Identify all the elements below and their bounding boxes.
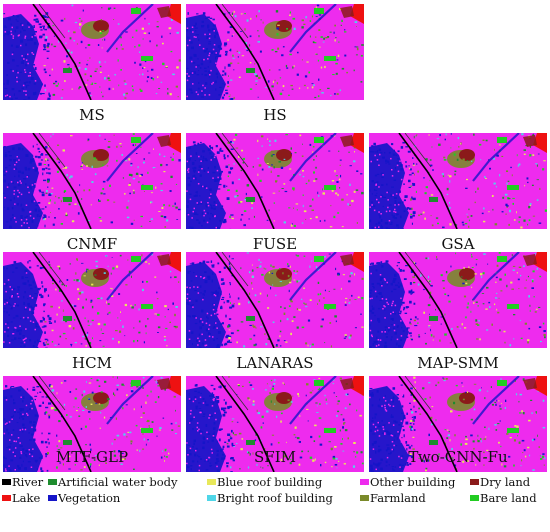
classification-map-sfim [186,376,364,472]
caption-lanaras: LANARAS [236,354,314,372]
legend-label: Bare land [480,491,537,505]
classification-map-hs [186,4,364,100]
legend-item-blue-roof-building: Blue roof building [207,475,322,489]
legend-swatch [360,479,369,485]
panel-mtf-glp [3,376,181,472]
caption-gsa: GSA [441,235,475,253]
legend-item-bare-land: Bare land [470,491,537,505]
classification-map-mtf-glp [3,376,181,472]
legend-item-artificial-water-body: Artificial water body [48,475,178,489]
classification-map-gsa [369,133,547,229]
caption-ms: MS [79,106,105,124]
classification-map-lanaras [186,252,364,348]
panel-hcm [3,252,181,348]
caption-hcm: HCM [72,354,112,372]
legend-swatch [360,495,369,501]
legend-label: Farmland [370,491,426,505]
legend-swatch [207,495,216,501]
legend-swatch [48,479,57,485]
legend-swatch [2,479,11,485]
panel-ms [3,4,181,100]
panel-hs [186,4,364,100]
caption-mtf-glp: MTF-GLP [55,448,129,466]
legend-label: Other building [370,475,456,489]
classification-map-map-smm [369,252,547,348]
legend-label: Lake [12,491,41,505]
legend-swatch [207,479,216,485]
caption-sfim: SFIM [254,448,296,466]
classification-map-two-cnn-fu [369,376,547,472]
legend-label: Blue roof building [217,475,323,489]
legend-item-vegetation: Vegetation [48,491,120,505]
classification-map-fuse [186,133,364,229]
caption-two-cnn-fu: Two-CNN-Fu [408,448,508,466]
legend-swatch [2,495,11,501]
legend-label: Dry land [480,475,531,489]
legend-swatch [470,479,479,485]
legend-item-river: River [2,475,43,489]
panel-gsa [369,133,547,229]
caption-hs: HS [263,106,287,124]
panel-fuse [186,133,364,229]
legend-item-farmland: Farmland [360,491,426,505]
legend-swatch [48,495,57,501]
class-legend: River Artificial water body Blue roof bu… [0,472,550,532]
panel-map-smm [369,252,547,348]
caption-fuse: FUSE [252,235,298,253]
legend-label: Artificial water body [58,475,178,489]
legend-label: Bright roof building [217,491,333,505]
legend-label: River [12,475,44,489]
legend-item-lake: Lake [2,491,40,505]
panel-lanaras [186,252,364,348]
classification-map-cnmf [3,133,181,229]
panel-two-cnn-fu [369,376,547,472]
classification-map-ms [3,4,181,100]
panel-cnmf [3,133,181,229]
legend-item-other-building: Other building [360,475,455,489]
legend-label: Vegetation [58,491,121,505]
caption-map-smm: MAP-SMM [417,354,499,372]
caption-cnmf: CNMF [66,235,118,253]
legend-item-bright-roof-building: Bright roof building [207,491,333,505]
legend-item-dry-land: Dry land [470,475,530,489]
panel-sfim [186,376,364,472]
legend-swatch [470,495,479,501]
classification-map-hcm [3,252,181,348]
